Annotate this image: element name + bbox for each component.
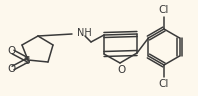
- Text: S: S: [24, 56, 30, 66]
- Text: O: O: [8, 46, 16, 56]
- Text: Cl: Cl: [159, 79, 169, 89]
- Text: O: O: [8, 64, 16, 74]
- Text: O: O: [117, 65, 125, 75]
- Text: NH: NH: [77, 28, 92, 38]
- Text: Cl: Cl: [159, 5, 169, 15]
